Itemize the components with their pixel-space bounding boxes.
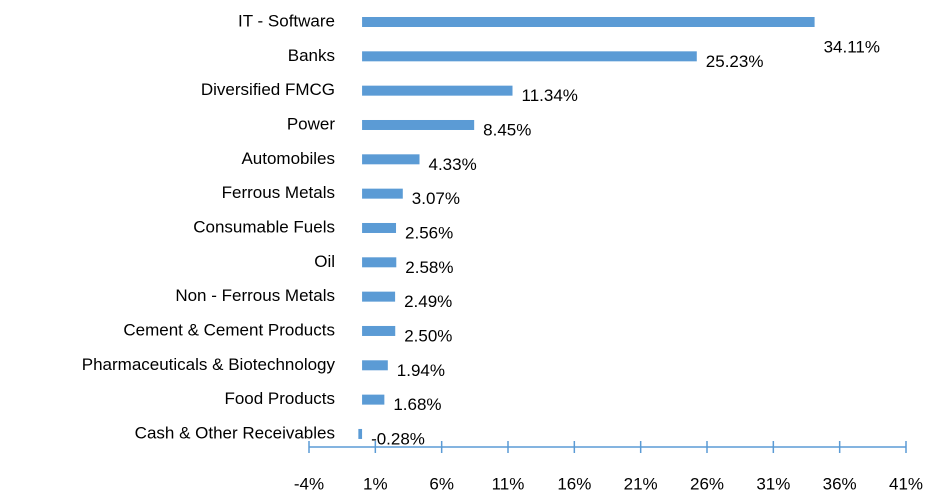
category-label: Automobiles (241, 149, 335, 168)
value-label: 25.23% (706, 52, 764, 71)
category-label: Banks (288, 46, 335, 65)
category-label: Cash & Other Receivables (135, 423, 335, 442)
value-label: 8.45% (483, 120, 531, 139)
bar (362, 291, 396, 302)
category-label: Non - Ferrous Metals (175, 286, 335, 305)
x-tick-label: 41% (889, 474, 923, 491)
category-label: Diversified FMCG (201, 80, 335, 99)
bar (362, 188, 403, 199)
bar (362, 360, 388, 371)
bar (362, 325, 396, 336)
value-label: 2.58% (405, 258, 453, 277)
bar (362, 17, 815, 27)
bar (362, 394, 385, 405)
bar (358, 428, 363, 439)
x-tick-label: 21% (624, 474, 658, 491)
category-label: Cement & Cement Products (123, 320, 335, 339)
bar (362, 119, 475, 130)
x-tick-label: -4% (294, 474, 324, 491)
x-tick-label: 1% (363, 474, 388, 491)
bar (362, 257, 397, 268)
value-label: 2.50% (404, 326, 452, 345)
category-label: Consumable Fuels (193, 217, 335, 236)
value-label: 3.07% (412, 189, 460, 208)
x-tick-label: 36% (823, 474, 857, 491)
value-label: 2.49% (404, 292, 452, 311)
category-label: Pharmaceuticals & Biotechnology (82, 355, 336, 374)
x-tick-label: 31% (756, 474, 790, 491)
x-tick-label: 11% (492, 474, 525, 491)
bar (362, 154, 420, 165)
value-label: 1.68% (393, 395, 441, 414)
category-label: Food Products (224, 389, 335, 408)
value-label: 4.33% (429, 155, 477, 174)
value-label: 1.94% (397, 361, 445, 380)
category-label: Ferrous Metals (222, 183, 335, 202)
x-tick-label: 6% (429, 474, 454, 491)
value-label: 34.11% (824, 37, 880, 56)
bar (362, 85, 513, 96)
value-label: 2.56% (405, 223, 453, 242)
bar (362, 51, 697, 62)
x-tick-label: 16% (557, 474, 591, 491)
x-tick-label: 26% (690, 474, 724, 491)
value-label: -0.28% (371, 429, 425, 448)
bar (362, 222, 397, 233)
value-label: 11.34% (522, 86, 578, 105)
category-label: Power (287, 114, 336, 133)
category-label: Oil (314, 252, 335, 271)
category-label: IT - Software (238, 11, 335, 30)
